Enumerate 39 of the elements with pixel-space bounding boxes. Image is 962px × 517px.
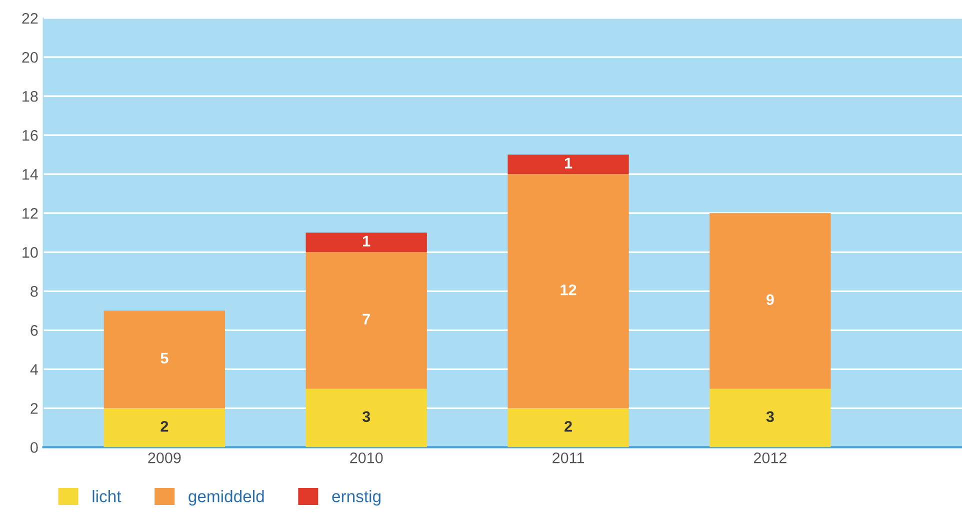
y-tick-label: 6 xyxy=(30,325,38,336)
y-tick-label: 8 xyxy=(30,286,38,297)
data-label: 1 xyxy=(363,236,370,246)
bar xyxy=(306,388,427,448)
y-tick-label: 12 xyxy=(22,208,38,219)
data-label: 12 xyxy=(560,284,576,296)
bar xyxy=(508,408,629,448)
data-label: 5 xyxy=(160,352,168,364)
y-tick-label: 20 xyxy=(22,52,38,63)
bar xyxy=(710,213,831,389)
y-tick-label: 22 xyxy=(22,12,38,24)
x-tick-label: 2012 xyxy=(754,452,786,464)
data-label: 7 xyxy=(362,314,370,324)
y-tick-label: 14 xyxy=(22,169,38,180)
y-tick-label: 4 xyxy=(30,364,38,375)
x-tick-label: 2010 xyxy=(350,452,383,464)
bar xyxy=(104,310,226,408)
y-tick-label: 16 xyxy=(22,130,38,141)
bar xyxy=(306,252,427,389)
legend-label: licht xyxy=(92,490,122,502)
data-label: 9 xyxy=(766,294,774,306)
data-label: 3 xyxy=(766,411,774,422)
y-tick-label: 2 xyxy=(30,403,38,414)
y-tick-label: 18 xyxy=(22,90,38,102)
bar xyxy=(710,388,831,448)
data-label: 3 xyxy=(362,411,370,422)
legend-label: gemiddeld xyxy=(188,490,264,506)
bar xyxy=(104,408,226,448)
data-label: 2 xyxy=(564,420,572,432)
y-tick-label: 10 xyxy=(22,247,38,258)
x-tick-label: 2011 xyxy=(552,452,584,464)
y-tick-label: 0 xyxy=(30,442,38,453)
x-tick-label: 2009 xyxy=(148,452,181,464)
data-label: 1 xyxy=(564,158,572,168)
bar xyxy=(306,232,427,252)
bar xyxy=(508,174,629,408)
bar xyxy=(508,154,629,174)
data-label: 2 xyxy=(160,420,168,432)
legend-label: ernstig xyxy=(332,490,380,506)
